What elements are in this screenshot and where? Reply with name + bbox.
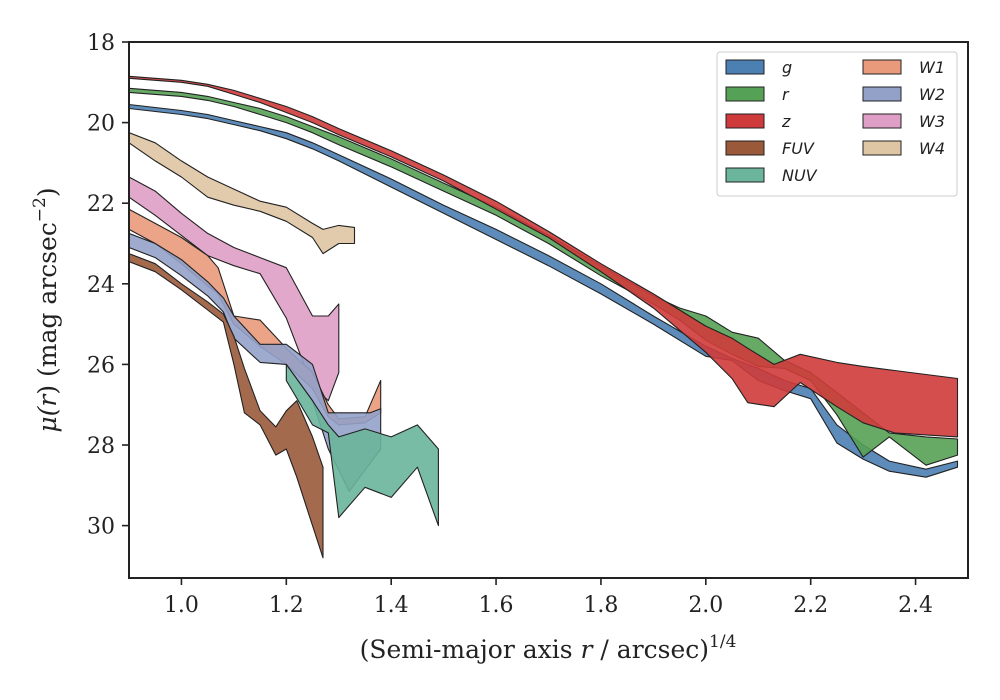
y-tick-label: 30 xyxy=(87,515,115,540)
y-tick-label: 20 xyxy=(87,112,115,137)
y-axis-label: μ(r) (mag arcsec−2) xyxy=(30,187,62,432)
x-tick-label: 1.6 xyxy=(479,593,514,618)
legend-label-g: g xyxy=(782,58,792,77)
series-layer xyxy=(129,75,959,559)
legend-label-W4: W4 xyxy=(919,139,945,158)
y-tick-label: 24 xyxy=(87,273,115,298)
legend-swatch-W1 xyxy=(862,59,902,75)
band-g xyxy=(129,103,959,478)
legend-label-W1: W1 xyxy=(919,58,945,77)
legend-swatch-W3 xyxy=(862,113,902,129)
band-W4 xyxy=(129,132,356,255)
legend-label-r: r xyxy=(782,85,790,104)
band-NUV xyxy=(285,363,439,527)
x-tick-label: 1.4 xyxy=(374,593,409,618)
legend-swatch-FUV xyxy=(725,140,765,156)
y-tick-label: 18 xyxy=(87,31,115,56)
legend-label-z: z xyxy=(781,112,791,131)
legend-label-W2: W2 xyxy=(919,85,945,104)
legend-swatch-W4 xyxy=(862,140,902,156)
y-tick-label: 28 xyxy=(87,434,115,459)
y-tick-label: 22 xyxy=(87,192,115,217)
x-tick-label: 2.2 xyxy=(793,593,828,618)
legend-swatch-NUV xyxy=(725,167,765,183)
x-tick-label: 1.2 xyxy=(269,593,304,618)
x-tick-label: 2.0 xyxy=(688,593,723,618)
legend-swatch-g xyxy=(725,59,765,75)
plot-frame xyxy=(128,41,969,579)
x-tick-label: 2.4 xyxy=(898,593,933,618)
legend-swatch-W2 xyxy=(862,86,902,102)
band-FUV xyxy=(129,253,324,559)
band-z xyxy=(129,75,959,438)
legend-label-W3: W3 xyxy=(919,112,945,131)
x-tick-label: 1.0 xyxy=(164,593,199,618)
legend-label-NUV: NUV xyxy=(782,166,818,185)
legend-swatch-z xyxy=(725,113,765,129)
legend-label-FUV: FUV xyxy=(782,139,815,158)
legend: grz FUV NUV W1 W2 W3 W4 xyxy=(716,51,958,197)
band-W3 xyxy=(129,176,340,402)
axes-layer: 1.0 1.2 1.4 1.6 1.8 2.0 2.2 2.4 18 20 22 24 26 28 30 xyxy=(87,31,969,618)
band-r xyxy=(129,87,959,466)
legend-swatch-r xyxy=(725,86,765,102)
x-axis-label: (Semi-major axis r / arcsec)1/4 xyxy=(360,632,737,664)
y-tick-label: 26 xyxy=(87,353,115,378)
x-tick-label: 1.8 xyxy=(583,593,618,618)
